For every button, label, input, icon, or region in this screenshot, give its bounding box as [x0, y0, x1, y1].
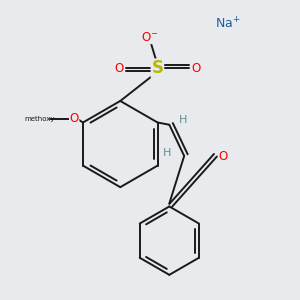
Text: H: H	[163, 148, 171, 158]
Text: O: O	[219, 150, 228, 163]
Text: methoxy: methoxy	[25, 116, 55, 122]
Text: O: O	[191, 62, 200, 75]
Text: O: O	[115, 62, 124, 75]
Text: O$^{-}$: O$^{-}$	[141, 31, 159, 44]
Text: O: O	[70, 112, 79, 125]
Text: H: H	[179, 115, 188, 125]
Text: S: S	[152, 59, 164, 77]
Text: Na$^{+}$: Na$^{+}$	[215, 16, 241, 31]
